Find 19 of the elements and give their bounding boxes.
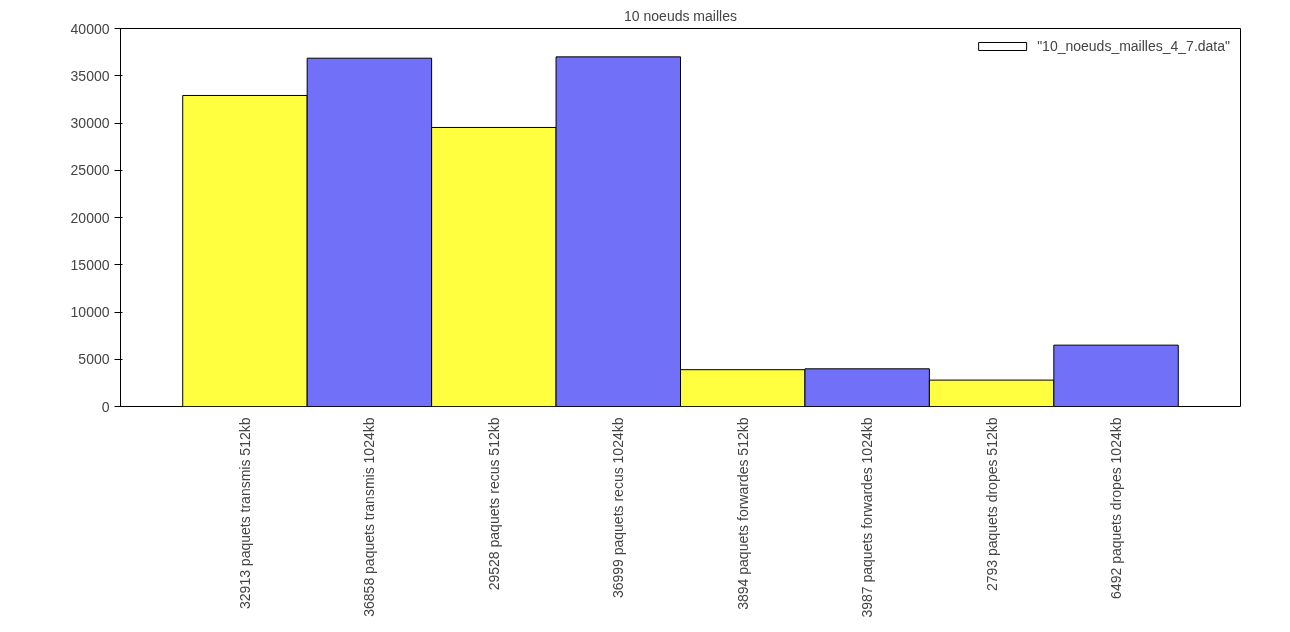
x-tick-label: 2793 paquets dropes 512kb <box>983 417 1000 592</box>
y-tick-label: 30000 <box>70 115 110 131</box>
y-tick-label: 35000 <box>70 67 110 84</box>
y-tick-label: 5000 <box>78 351 110 368</box>
x-tick-label: 36858 paquets transmis 1024kb <box>361 417 378 617</box>
y-tick-label: 25000 <box>70 162 110 179</box>
y-tick-label: 0 <box>101 398 110 415</box>
x-tick-label: 6492 paquets dropes 1024kb <box>1108 417 1125 599</box>
x-tick-label: 29528 paquets recus 512kb <box>485 417 502 591</box>
y-tick-label: 40000 <box>70 20 110 37</box>
x-tick-label: 32913 paquets transmis 512kb <box>236 417 253 609</box>
y-tick-label: 15000 <box>70 256 110 273</box>
x-tick-label: 3894 paquets forwardes 512kb <box>734 417 751 610</box>
x-tick-label: 36999 paquets recus 1024kb <box>610 417 627 599</box>
legend-label: "10_noeuds_mailles_4_7.data" <box>1037 38 1230 54</box>
y-tick-label: 20000 <box>70 209 110 226</box>
y-tick-label: 10000 <box>70 304 110 320</box>
chart-title: 10 noeuds mailles <box>624 7 737 24</box>
x-tick-label: 3987 paquets forwardes 1024kb <box>859 417 876 618</box>
